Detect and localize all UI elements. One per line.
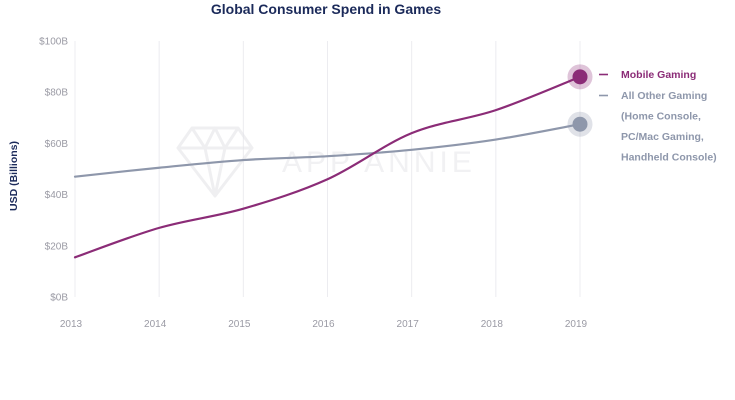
- x-tick-label: 2013: [60, 319, 83, 330]
- x-tick-label: 2015: [228, 319, 251, 330]
- diamond-logo-icon: [176, 126, 254, 198]
- y-tick-label: $60B: [45, 139, 69, 150]
- legend: Mobile Gaming All Other Gaming (Home Conso…: [599, 69, 717, 164]
- y-tick-label: $100B: [39, 37, 68, 48]
- legend-label-all-other-gaming: PC/Mac Gaming,: [621, 131, 704, 143]
- y-tick-label: $0B: [50, 293, 68, 304]
- x-tick-label: 2018: [481, 319, 504, 330]
- x-tick-label: 2014: [144, 319, 167, 330]
- x-tick-label: 2016: [312, 319, 335, 330]
- legend-label-all-other-gaming: (Home Console,: [621, 111, 701, 123]
- endpoint-marker-mobile-gaming: [572, 69, 588, 85]
- legend-label-all-other-gaming: Handheld Console): [621, 152, 717, 164]
- x-tick-label: 2017: [397, 319, 420, 330]
- y-tick-label: $80B: [45, 88, 69, 99]
- chart-title: Global Consumer Spend in Games: [211, 1, 441, 17]
- x-tick-label: 2019: [565, 319, 588, 330]
- endpoint-marker-all-other-gaming: [572, 116, 588, 132]
- y-axis-label: USD (Billions): [8, 141, 20, 211]
- series-line-mobile-gaming: [73, 75, 582, 259]
- legend-label-mobile-gaming: Mobile Gaming: [621, 69, 696, 81]
- series-line-all-other-gaming: [73, 123, 582, 178]
- series-lines: [73, 64, 593, 259]
- tick-labels: $0B $20B $40B $60B $80B $100B 2013 2014 2015 2016…: [39, 37, 587, 331]
- y-tick-label: $20B: [45, 241, 69, 252]
- legend-label-all-other-gaming: All Other Gaming: [621, 90, 707, 102]
- y-tick-label: $40B: [45, 190, 69, 201]
